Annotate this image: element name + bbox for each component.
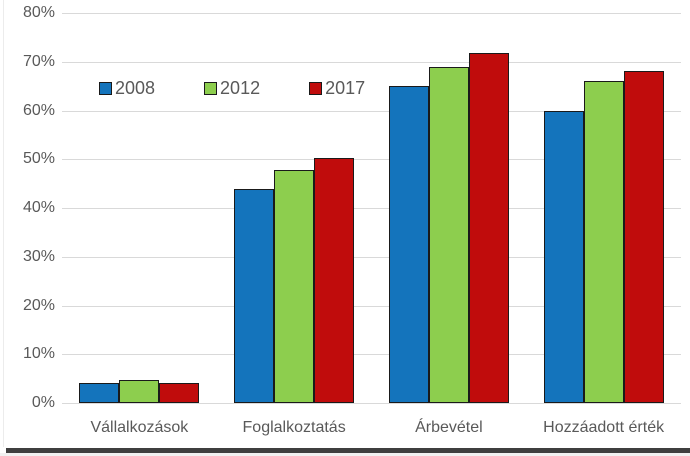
- bottom-margin: [0, 453, 690, 456]
- x-category-label: Árbevétel: [415, 419, 483, 436]
- y-tick-label: 0%: [31, 394, 55, 411]
- bar-2017-Foglalkoztatás: [314, 158, 355, 403]
- bar-2012-Hozzáadott érték: [583, 81, 624, 403]
- gridline-60%: [62, 110, 681, 112]
- bar-2017-Hozzáadott érték: [623, 70, 664, 403]
- gridline-40%: [62, 208, 681, 209]
- legend-swatch-2017: [309, 81, 323, 95]
- legend-swatch-2012: [204, 81, 218, 95]
- gridline-10%: [62, 354, 681, 356]
- legend-swatch-2008: [99, 81, 112, 95]
- legend-item-2017: 2017: [309, 79, 365, 97]
- gridline-0%: [62, 403, 681, 404]
- bar-2017-Vállalkozások: [159, 383, 200, 403]
- legend-item-2008: 2008: [99, 79, 155, 97]
- y-tick-label: 20%: [22, 296, 55, 314]
- legend-item-2012: 2012: [204, 79, 260, 97]
- x-category-label: Vállalkozások: [90, 419, 189, 436]
- legend-label-2012: 2012: [220, 78, 261, 98]
- x-category-label: Foglalkoztatás: [242, 419, 346, 436]
- legend: 2008 2012 2017: [99, 79, 365, 97]
- bar-2008-Vállalkozások: [79, 382, 120, 403]
- gridline-70%: [62, 61, 681, 63]
- legend-label-2017: 2017: [325, 78, 366, 98]
- bar-2008-Hozzáadott érték: [543, 110, 584, 403]
- gridline-80%: [62, 13, 681, 14]
- y-tick-label: 60%: [22, 101, 55, 119]
- y-tick-label: 80%: [22, 4, 55, 21]
- x-category-label: Hozzáadott érték: [543, 419, 665, 436]
- bar-2008-Árbevétel: [388, 86, 429, 403]
- bar-2008-Foglalkoztatás: [234, 188, 275, 403]
- y-tick-label: 70%: [22, 52, 55, 70]
- bottom-divider: [6, 448, 690, 453]
- bar-2017-Árbevétel: [468, 52, 509, 403]
- bar-2012-Árbevétel: [428, 66, 469, 403]
- gridline-50%: [62, 159, 681, 161]
- bar-2012-Foglalkoztatás: [274, 169, 315, 403]
- bar-2012-Vállalkozások: [119, 380, 160, 403]
- y-tick-label: 30%: [22, 247, 55, 265]
- y-tick-label: 50%: [22, 150, 55, 168]
- y-tick-label: 40%: [22, 199, 55, 216]
- legend-label-2008: 2008: [115, 78, 156, 98]
- y-tick-label: 10%: [22, 345, 55, 363]
- gridline-20%: [62, 305, 681, 307]
- chart-left-edge: [3, 0, 4, 447]
- gridline-30%: [62, 256, 681, 258]
